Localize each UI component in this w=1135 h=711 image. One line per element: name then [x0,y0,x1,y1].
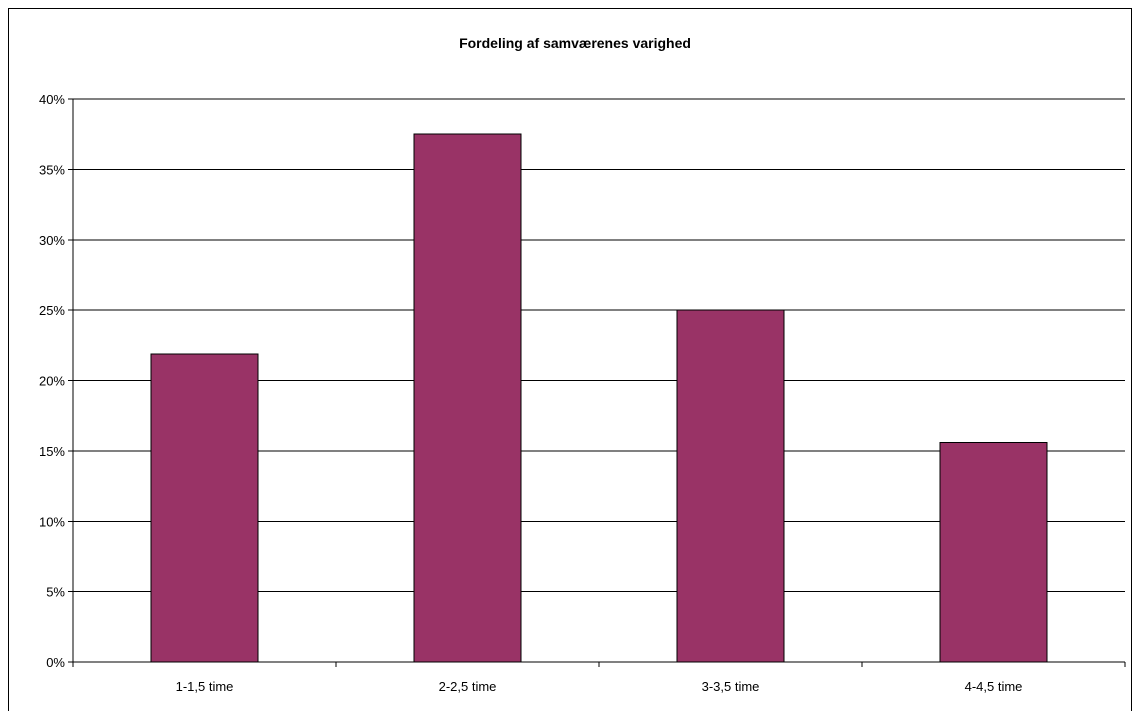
y-tick-label: 15% [39,444,65,459]
bar [939,441,1048,663]
bars [150,133,1048,663]
x-tick-label: 3-3,5 time [702,679,760,694]
x-tick-labels: 1-1,5 time 2-2,5 time 3-3,5 time 4-4,5 time [176,679,1023,694]
y-tick-label: 40% [39,92,65,107]
bar [676,309,785,663]
y-tick-label: 10% [39,514,65,529]
chart-title: Fordeling af samværenes varighed [459,35,691,51]
y-tick-label: 0% [46,655,65,670]
y-tick-label: 25% [39,303,65,318]
y-tick-label: 35% [39,162,65,177]
bar [150,353,259,663]
bar [413,133,522,663]
x-tick-label: 4-4,5 time [965,679,1023,694]
x-tick-label: 1-1,5 time [176,679,234,694]
y-tick-label: 20% [39,374,65,389]
x-tick-label: 2-2,5 time [439,679,497,694]
y-tick-label: 30% [39,233,65,248]
y-tick-label: 5% [46,585,65,600]
y-tick-labels: 0% 5% 10% 15% 20% 25% 30% 35% 40% [39,92,65,670]
